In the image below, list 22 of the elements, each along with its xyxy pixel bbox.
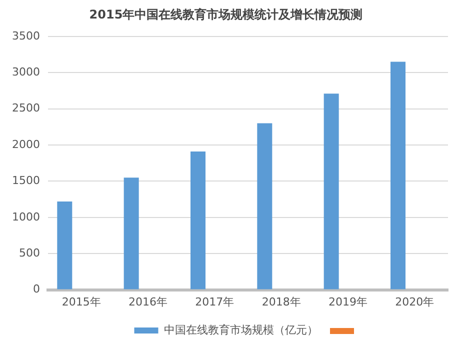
x-tick-label: 2018年 — [262, 295, 301, 308]
x-tick-label: 2015年 — [62, 295, 101, 308]
x-tick-label: 2016年 — [128, 295, 168, 308]
y-tick-label: 2000 — [12, 138, 40, 151]
y-tick-label: 3500 — [12, 29, 40, 42]
x-tick-label: 2019年 — [328, 295, 368, 308]
bar — [324, 94, 339, 290]
legend-label: 中国在线教育市场规模（亿元） — [164, 323, 318, 336]
bar — [57, 201, 72, 290]
bar — [257, 123, 272, 290]
y-tick-label: 3000 — [12, 65, 40, 78]
y-tick-label: 1000 — [12, 210, 40, 224]
bar — [190, 152, 206, 290]
chart-title: 2015年中国在线教育市场规模统计及增长情况预测 — [89, 7, 363, 22]
bar — [390, 62, 406, 290]
x-tick-label: 2020年 — [395, 295, 434, 308]
y-tick-label: 0 — [32, 282, 40, 296]
y-tick-label: 2500 — [12, 102, 40, 115]
x-tick-label: 2017年 — [195, 295, 234, 308]
bar — [124, 178, 139, 290]
y-tick-label: 1500 — [12, 174, 40, 188]
y-tick-label: 500 — [18, 246, 40, 260]
